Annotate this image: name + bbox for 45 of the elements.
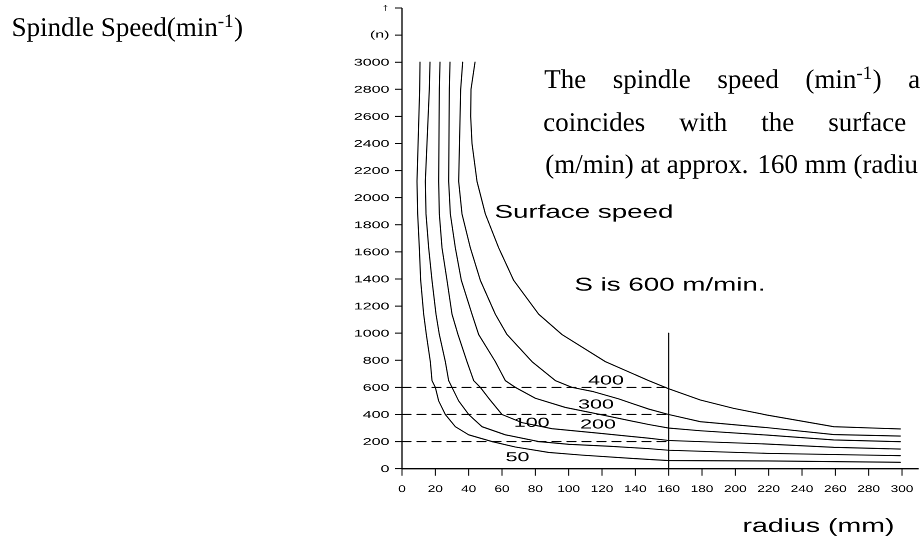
y-tick-label: 600 xyxy=(364,384,389,391)
annotation: 300 xyxy=(578,399,614,409)
y-tick-label: 1600 xyxy=(355,248,389,256)
x-tick-label: 80 xyxy=(528,485,542,492)
x-tick-label: 280 xyxy=(858,485,880,492)
x-tick-label: 120 xyxy=(592,485,613,492)
x-tick-label: 100 xyxy=(558,485,580,492)
x-tick-label: 200 xyxy=(724,485,746,492)
x-tick-label: 140 xyxy=(625,485,646,492)
annotation: 200 xyxy=(581,419,616,429)
y-tick-label: 1200 xyxy=(355,302,389,310)
x-tick-label: 220 xyxy=(758,485,780,492)
y-tick-label: 0 xyxy=(381,465,389,472)
x-tick-label: 180 xyxy=(692,485,713,492)
annotation: S is 600 m/min. xyxy=(576,277,764,291)
y-tick-label: 2000 xyxy=(354,194,389,202)
y-tick-label: 2400 xyxy=(354,140,389,147)
y-tick-label: 200 xyxy=(364,438,389,446)
y-tick-label: 2800 xyxy=(354,86,389,93)
annotation: coincides with the surface xyxy=(544,112,906,132)
x-tick-label: 60 xyxy=(495,485,510,492)
x-tick-label: 40 xyxy=(461,485,476,492)
y-tick-label: 3000 xyxy=(354,58,389,66)
annotation: 400 xyxy=(588,375,624,385)
y-tick-label: 2200 xyxy=(354,167,389,174)
y-tick-label: (n) xyxy=(370,30,388,40)
x-tick-label: 260 xyxy=(824,485,846,492)
y-tick-label: ↑ xyxy=(384,5,388,11)
x-tick-label: 0 xyxy=(398,485,406,492)
annotation: The spindle speed (min$^{-1}$) a xyxy=(544,66,920,94)
annotation: 50 xyxy=(506,452,529,462)
y-tick-label: 800 xyxy=(363,356,389,364)
y-tick-label: 1800 xyxy=(355,221,389,228)
y-tick-label: 2600 xyxy=(354,112,389,120)
y-tick-label: 1000 xyxy=(355,330,389,337)
x-axis-title: radius (mm) xyxy=(744,518,893,536)
x-tick-label: 20 xyxy=(428,485,442,492)
x-tick-label: 240 xyxy=(791,485,813,492)
x-tick-label: 300 xyxy=(891,485,913,492)
annotation: Surface speed xyxy=(496,204,672,222)
y-tick-label: 400 xyxy=(363,411,389,418)
y-axis-title: Spindle Speed(min$^{-1}$) xyxy=(13,14,242,42)
annotation: (m/min) at approx. 160 mm (radiu xyxy=(546,154,918,179)
x-tick-label: 160 xyxy=(658,485,680,492)
y-tick-label: 1400 xyxy=(355,276,389,282)
